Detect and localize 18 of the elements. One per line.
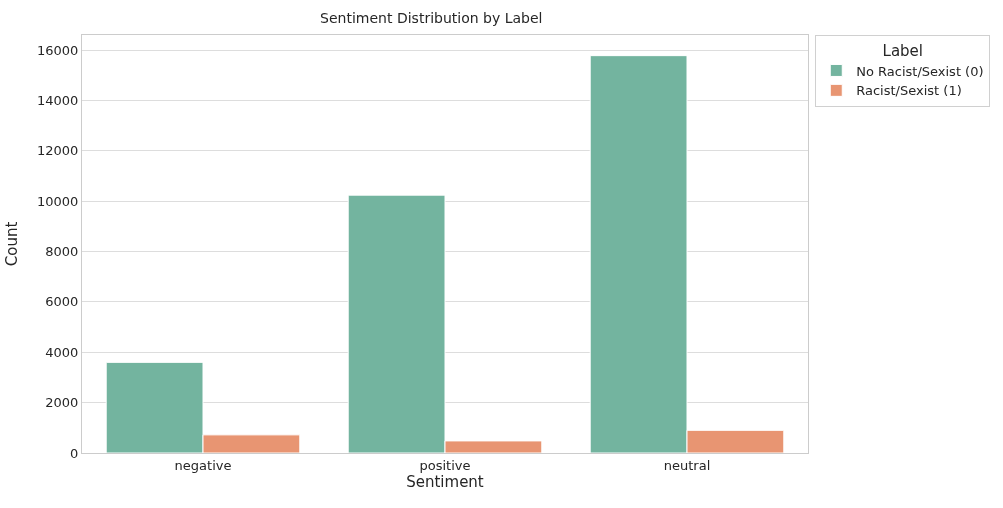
y-tick-label: 14000 bbox=[37, 93, 79, 109]
x-tick-label: neutral bbox=[663, 457, 711, 473]
y-tick-label: 8000 bbox=[45, 244, 79, 260]
y-tick-label: 16000 bbox=[37, 42, 79, 58]
chart-title: Sentiment Distribution by Label bbox=[320, 9, 543, 26]
legend-label: Racist/Sexist (1) bbox=[856, 83, 962, 99]
y-tick-label: 12000 bbox=[37, 143, 79, 159]
y-axis-title: Count bbox=[3, 221, 22, 267]
y-tick-label: 2000 bbox=[45, 395, 79, 411]
y-tick-label: 4000 bbox=[45, 344, 79, 360]
x-axis-title: Sentiment bbox=[406, 472, 484, 491]
y-tick-label: 6000 bbox=[45, 294, 79, 310]
y-tick-label: 10000 bbox=[37, 193, 79, 209]
legend-title: Label bbox=[882, 41, 923, 60]
legend-label: No Racist/Sexist (0) bbox=[856, 63, 984, 79]
x-tick-label: negative bbox=[174, 457, 232, 473]
y-tick-label: 0 bbox=[70, 445, 79, 461]
x-tick-label: positive bbox=[419, 457, 471, 473]
